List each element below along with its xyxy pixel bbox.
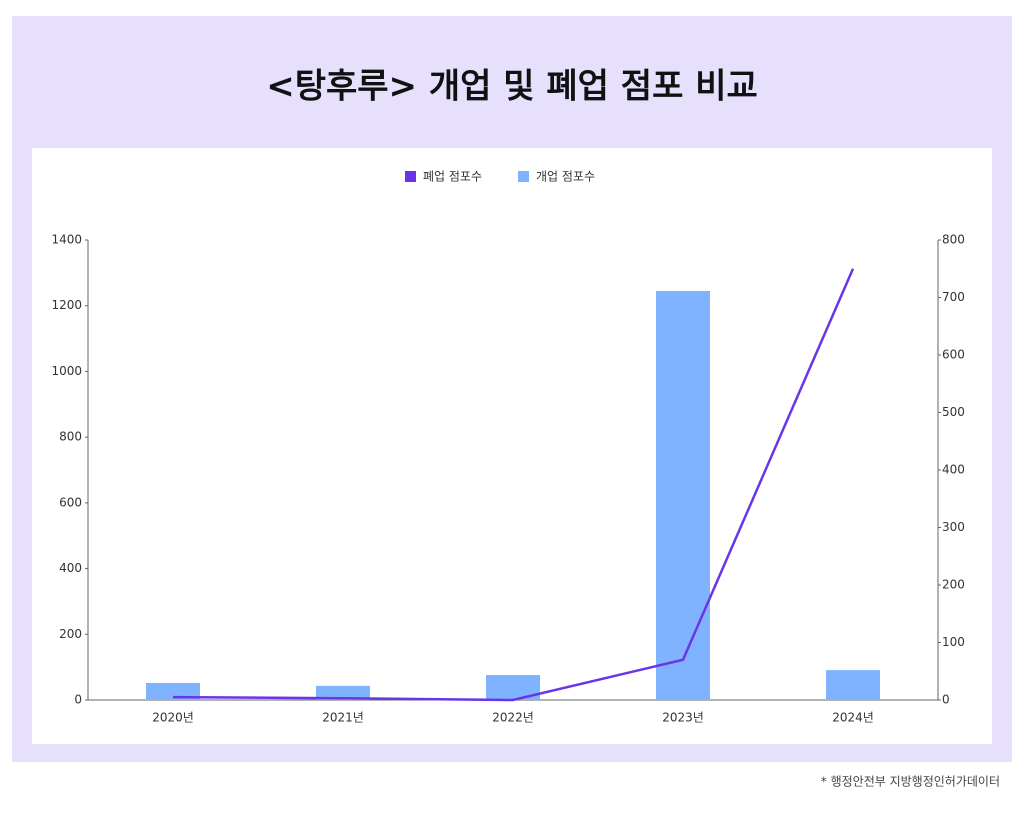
bar	[826, 670, 880, 700]
legend-label: 개업 점포수	[536, 170, 595, 184]
x-tick-label: 2022년	[492, 711, 534, 725]
y-tick-label: 0	[74, 693, 82, 707]
legend-swatch	[518, 171, 530, 182]
source-note: * 행정안전부 지방행정인허가데이터	[821, 774, 1000, 789]
chart-title: <탕후루> 개업 및 폐업 점포 비교	[266, 67, 758, 107]
y-tick-label: 1000	[51, 364, 82, 378]
y-tick-label: 1200	[51, 298, 82, 312]
y-tick-label: 200	[59, 627, 82, 641]
x-tick-label: 2021년	[322, 711, 364, 725]
bar	[316, 685, 370, 700]
y2-tick-label: 100	[942, 635, 965, 649]
x-tick-label: 2024년	[832, 711, 874, 725]
bar	[656, 290, 710, 700]
y-tick-label: 400	[59, 561, 82, 575]
y-tick-label: 800	[59, 430, 82, 444]
y-tick-label: 1400	[51, 233, 82, 247]
x-tick-label: 2023년	[662, 711, 704, 725]
y2-tick-label: 200	[942, 578, 965, 592]
y-tick-label: 600	[59, 495, 82, 509]
bar	[146, 682, 200, 700]
y2-tick-label: 400	[942, 463, 965, 477]
y2-tick-label: 600	[942, 348, 965, 362]
plot-card	[32, 148, 992, 744]
y2-tick-label: 0	[942, 693, 950, 707]
line	[172, 268, 855, 702]
legend-label: 폐업 점포수	[423, 170, 482, 184]
x-tick-label: 2020년	[152, 711, 194, 725]
y2-tick-label: 500	[942, 405, 965, 419]
y2-tick-label: 700	[942, 290, 965, 304]
y2-tick-label: 800	[942, 233, 965, 247]
legend-swatch	[405, 171, 416, 182]
y2-tick-label: 300	[942, 520, 965, 534]
